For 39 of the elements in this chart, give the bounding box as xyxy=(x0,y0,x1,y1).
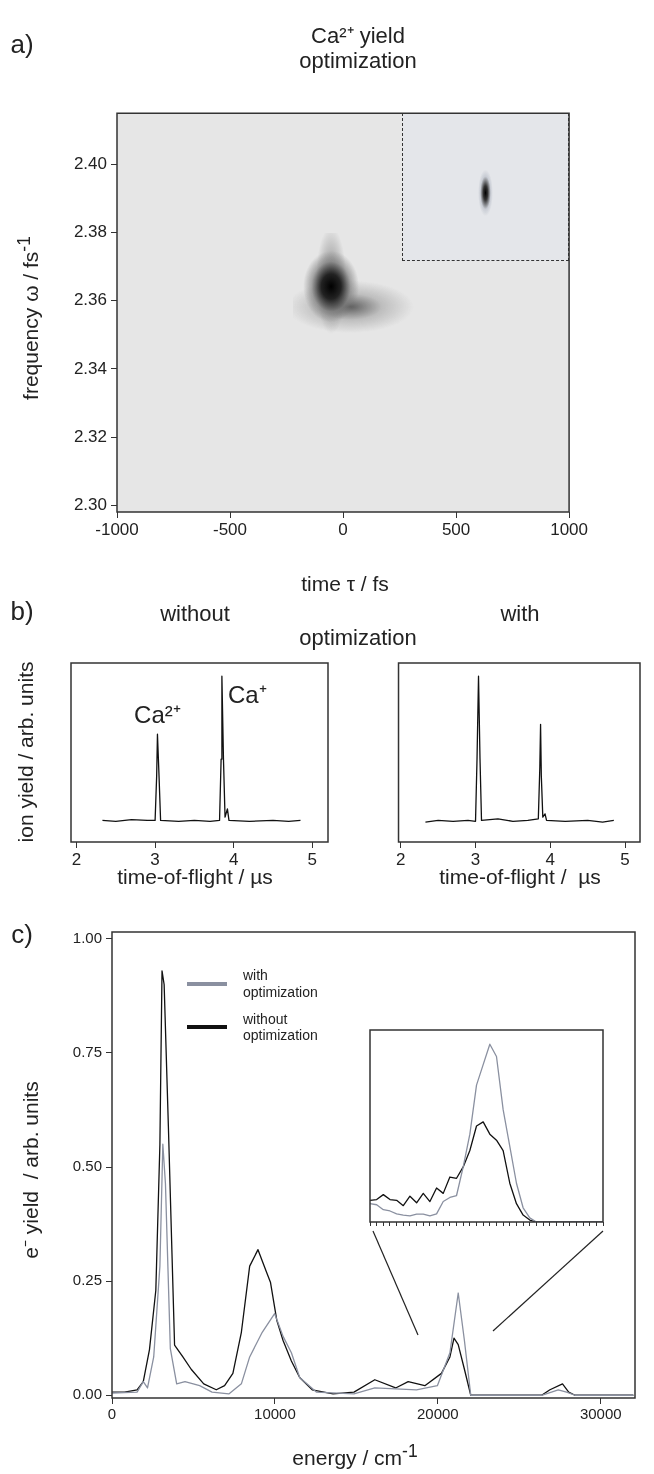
y-tick-label: 0.75 xyxy=(72,1043,102,1061)
y-tick-label: 2.36 xyxy=(73,290,107,310)
x-axis-title: time τ / fs xyxy=(301,571,389,597)
y-tick-label: 0.50 xyxy=(72,1157,102,1175)
x-tick-label: 30000 xyxy=(579,1405,622,1423)
x-tick-label: 2 xyxy=(396,849,406,869)
x-tick-label: 1000 xyxy=(550,519,588,539)
x-tick-label: 5 xyxy=(307,849,318,869)
y-tick-label: 2.34 xyxy=(73,358,107,378)
y-tick-label: 2.38 xyxy=(73,222,107,242)
text: c) xyxy=(11,919,33,950)
x-tick-label: 5 xyxy=(620,849,630,869)
annotation: Ca⁺ xyxy=(227,680,267,708)
x-tick-label: -1000 xyxy=(95,519,139,539)
legend-label: with optimization xyxy=(243,967,319,1001)
chart-title: Ca²⁺ yield optimization xyxy=(299,22,417,74)
text: a) xyxy=(10,29,34,60)
x-tick-label: 20000 xyxy=(417,1405,459,1423)
x-tick-label: 500 xyxy=(441,519,471,539)
y-tick-label: 2.40 xyxy=(73,154,107,174)
chart-title: without xyxy=(160,601,230,627)
x-tick-label: 0 xyxy=(338,519,348,539)
y-tick-label: 2.30 xyxy=(73,494,107,514)
annotation: Ca²⁺ xyxy=(134,700,181,728)
y-axis-title: ion yield / arb. units xyxy=(14,661,38,843)
y-tick-label: 2.32 xyxy=(73,426,107,446)
x-tick-label: 2 xyxy=(71,849,82,869)
chart-title: with xyxy=(500,601,540,627)
chart-subtitle: optimization xyxy=(299,625,417,651)
x-tick-label: 10000 xyxy=(254,1405,296,1423)
legend-label: without optimization xyxy=(243,1010,319,1045)
text: b) xyxy=(10,596,34,627)
y-tick-label: 0.00 xyxy=(72,1385,102,1403)
x-axis-title: energy / cm$^{-1}$ xyxy=(292,1441,418,1471)
y-tick-label: 1.00 xyxy=(72,928,102,946)
x-tick-label: 0 xyxy=(107,1405,117,1423)
x-tick-label: -500 xyxy=(213,519,248,539)
y-tick-label: 0.25 xyxy=(72,1271,102,1289)
y-axis-title: e⁻ yield / arb. units xyxy=(18,1081,43,1259)
